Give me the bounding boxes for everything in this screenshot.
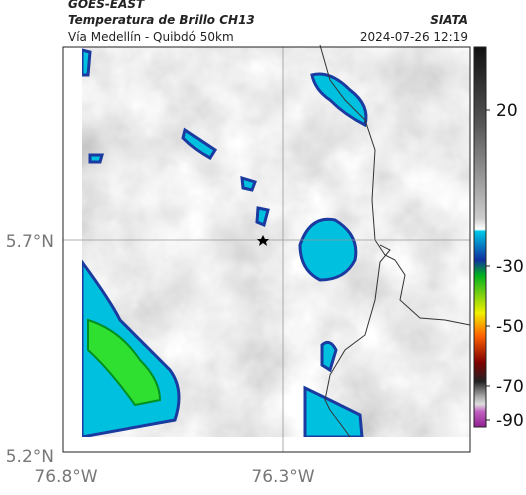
lon-label: 76.3°W — [251, 467, 314, 487]
location-marker — [257, 235, 269, 246]
map-frame — [62, 46, 471, 453]
source: SIATA — [430, 13, 468, 27]
region: Vía Medellín - Quibdó 50km — [68, 30, 234, 44]
lat-label: 5.2°N — [6, 447, 54, 467]
lon-label: 76.8°W — [34, 467, 97, 487]
borders — [319, 44, 471, 438]
colorbar-tick-label: 20 — [496, 101, 518, 121]
satellite: GOES-EAST — [68, 0, 145, 11]
colorbar-tick-label: -30 — [496, 257, 524, 277]
product: Temperatura de Brillo CH13 — [68, 13, 255, 27]
timestamp: 2024-07-26 12:19 — [360, 30, 468, 44]
green-core — [87, 318, 162, 407]
lat-label: 5.7°N — [6, 232, 54, 252]
colorbar-tick-label: -50 — [496, 317, 524, 337]
colorbar-tick-label: -70 — [496, 377, 524, 397]
colorbar-tick-label: -90 — [496, 411, 524, 431]
colorbar — [473, 46, 487, 428]
